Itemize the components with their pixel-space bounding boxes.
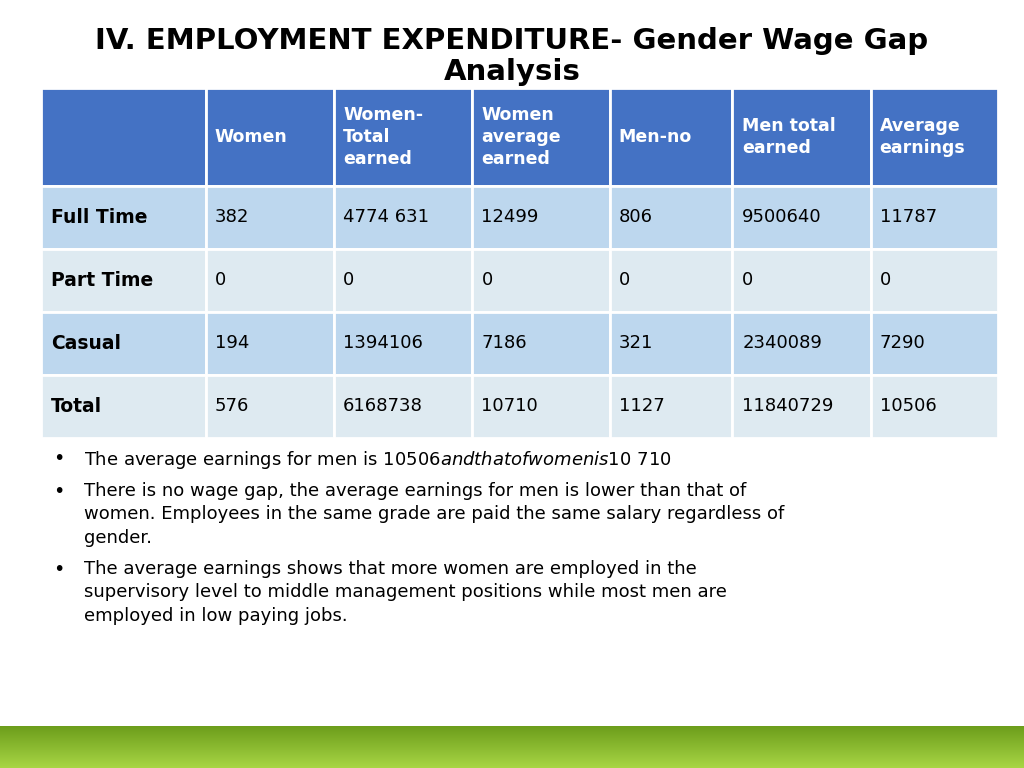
Text: Women
average
earned: Women average earned <box>481 106 561 168</box>
Text: IV. EMPLOYMENT EXPENDITURE- Gender Wage Gap: IV. EMPLOYMENT EXPENDITURE- Gender Wage … <box>95 27 929 55</box>
Text: Average
earnings: Average earnings <box>880 117 966 157</box>
Text: Total: Total <box>51 397 102 415</box>
Text: •: • <box>53 449 65 468</box>
Text: 4774 631: 4774 631 <box>343 208 429 227</box>
Text: 2340089: 2340089 <box>742 334 822 353</box>
Text: 0: 0 <box>481 271 493 290</box>
Text: 11787: 11787 <box>880 208 937 227</box>
Text: Women: Women <box>215 128 288 146</box>
Text: 382: 382 <box>215 208 249 227</box>
Text: 0: 0 <box>742 271 754 290</box>
Text: The average earnings for men is $10 506 and that of women is $10 710: The average earnings for men is $10 506 … <box>84 449 672 472</box>
Text: 0: 0 <box>215 271 226 290</box>
Text: Part Time: Part Time <box>51 271 154 290</box>
Text: Casual: Casual <box>51 334 121 353</box>
Text: Full Time: Full Time <box>51 208 147 227</box>
Text: 12499: 12499 <box>481 208 539 227</box>
Text: 321: 321 <box>618 334 653 353</box>
Text: •: • <box>53 482 65 501</box>
Text: 576: 576 <box>215 397 249 415</box>
Text: 9500640: 9500640 <box>742 208 821 227</box>
Text: 1127: 1127 <box>618 397 665 415</box>
Text: Men total
earned: Men total earned <box>742 117 836 157</box>
Text: •: • <box>53 560 65 579</box>
Text: 0: 0 <box>618 271 630 290</box>
Text: There is no wage gap, the average earnings for men is lower than that of
women. : There is no wage gap, the average earnin… <box>84 482 784 547</box>
Text: 7186: 7186 <box>481 334 527 353</box>
Text: 0: 0 <box>880 271 891 290</box>
Text: 6168738: 6168738 <box>343 397 423 415</box>
Text: 1394106: 1394106 <box>343 334 423 353</box>
Text: 194: 194 <box>215 334 249 353</box>
Text: 0: 0 <box>343 271 354 290</box>
Text: 806: 806 <box>618 208 652 227</box>
Text: Men-no: Men-no <box>618 128 692 146</box>
Text: 10710: 10710 <box>481 397 539 415</box>
Text: The average earnings shows that more women are employed in the
supervisory level: The average earnings shows that more wom… <box>84 560 727 625</box>
Text: 10506: 10506 <box>880 397 936 415</box>
Text: 7290: 7290 <box>880 334 926 353</box>
Text: 11840729: 11840729 <box>742 397 834 415</box>
Text: Analysis: Analysis <box>443 58 581 85</box>
Text: Women-
Total
earned: Women- Total earned <box>343 106 423 168</box>
